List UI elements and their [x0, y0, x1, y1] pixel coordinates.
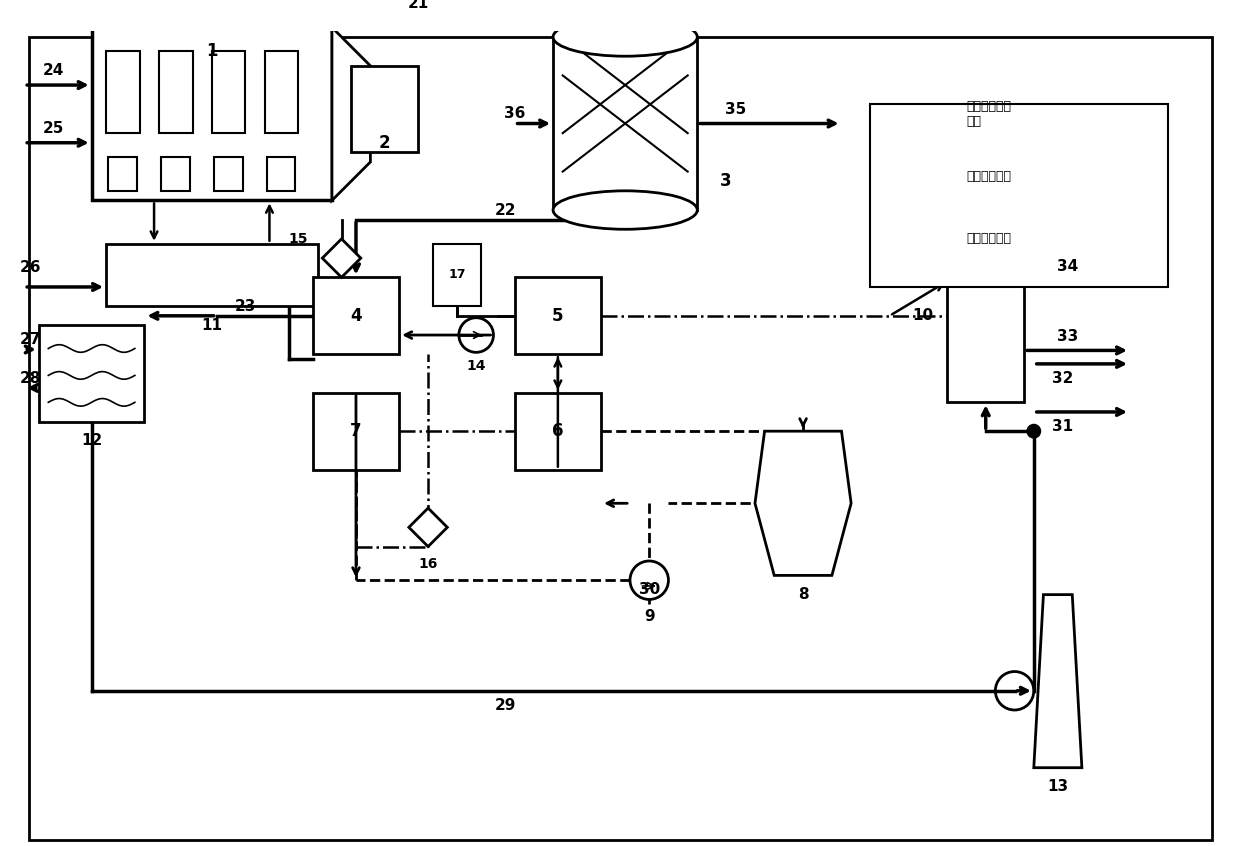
- Polygon shape: [409, 508, 448, 547]
- Bar: [433, 244, 481, 306]
- Bar: [515, 393, 601, 470]
- Polygon shape: [332, 27, 371, 201]
- Text: 25: 25: [42, 121, 63, 136]
- Bar: [267, 157, 295, 191]
- Bar: [515, 277, 601, 354]
- Bar: [105, 244, 317, 306]
- Text: 27: 27: [20, 332, 41, 348]
- Polygon shape: [755, 431, 851, 575]
- Text: 30: 30: [639, 582, 660, 597]
- Text: 16: 16: [418, 557, 438, 571]
- Bar: [264, 52, 299, 133]
- Bar: [108, 157, 136, 191]
- Bar: [947, 229, 1024, 403]
- Ellipse shape: [553, 18, 697, 56]
- Polygon shape: [322, 239, 361, 277]
- Text: 7: 7: [350, 422, 362, 440]
- Bar: [105, 52, 140, 133]
- Text: 3: 3: [720, 173, 732, 190]
- Text: 21: 21: [408, 0, 429, 11]
- Text: 10: 10: [913, 308, 934, 323]
- Text: 6: 6: [552, 422, 564, 440]
- Text: 13: 13: [1048, 779, 1069, 794]
- Text: 29: 29: [495, 698, 516, 712]
- Ellipse shape: [553, 191, 697, 229]
- Text: 12: 12: [81, 433, 102, 448]
- Bar: [38, 326, 144, 421]
- Text: 9: 9: [644, 609, 655, 624]
- Text: 吸收制冷循环
管路: 吸收制冷循环 管路: [966, 100, 1012, 128]
- Bar: [92, 27, 332, 201]
- Text: 空调制冷管路: 空调制冷管路: [966, 233, 1012, 245]
- Bar: [870, 104, 1168, 287]
- Bar: [312, 277, 399, 354]
- Text: 4: 4: [350, 307, 362, 325]
- Text: 17: 17: [448, 268, 466, 282]
- Text: 15: 15: [289, 232, 308, 246]
- Text: 22: 22: [495, 202, 516, 217]
- Text: 5: 5: [552, 307, 564, 325]
- Bar: [161, 157, 190, 191]
- Text: 31: 31: [1052, 419, 1073, 434]
- Text: 冷却循环管路: 冷却循环管路: [966, 170, 1012, 183]
- Text: 35: 35: [725, 102, 746, 117]
- Bar: [312, 393, 399, 470]
- Text: 36: 36: [503, 107, 526, 122]
- Text: 11: 11: [201, 318, 222, 333]
- Text: 33: 33: [1056, 328, 1078, 343]
- Bar: [351, 66, 418, 152]
- Text: 1: 1: [206, 42, 217, 60]
- Circle shape: [1027, 425, 1040, 438]
- Text: 8: 8: [797, 587, 808, 602]
- Text: 14: 14: [466, 359, 486, 373]
- Bar: [213, 157, 243, 191]
- Text: 23: 23: [234, 299, 257, 314]
- Text: 24: 24: [42, 63, 63, 78]
- Text: 32: 32: [1052, 371, 1074, 386]
- Text: 28: 28: [20, 371, 41, 386]
- Text: 34: 34: [1056, 259, 1078, 274]
- Bar: [212, 52, 246, 133]
- Bar: [159, 52, 192, 133]
- Polygon shape: [1034, 595, 1081, 767]
- Text: 26: 26: [20, 261, 41, 275]
- Text: 2: 2: [379, 134, 391, 151]
